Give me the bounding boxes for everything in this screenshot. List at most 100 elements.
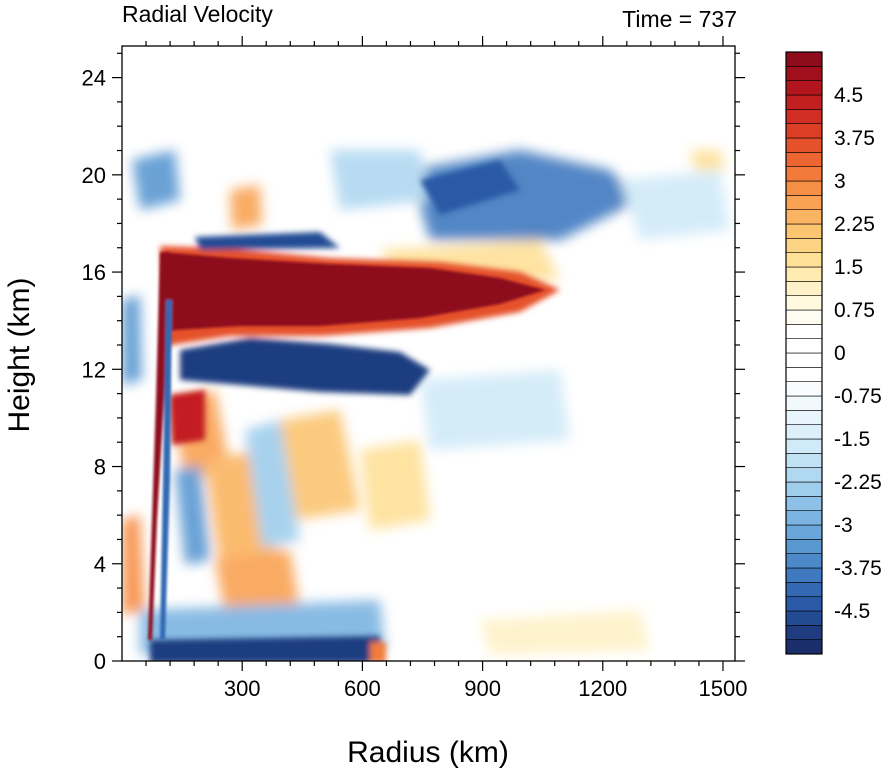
colorbar-swatch <box>785 324 823 339</box>
field-far-upper-lightblue <box>620 170 730 240</box>
colorbar-swatch <box>785 625 823 640</box>
colorbar-swatch <box>785 367 823 382</box>
colorbar-swatch <box>785 582 823 597</box>
colorbar-swatch <box>785 539 823 554</box>
colorbar-swatch <box>785 381 823 397</box>
colorbar-swatch <box>785 94 823 110</box>
colorbar-swatch <box>785 223 823 239</box>
colorbar-swatch <box>785 281 823 296</box>
field-mid-blue-2 <box>175 465 210 565</box>
colorbar-swatch <box>785 481 823 497</box>
field-mid-orange-4 <box>360 440 430 530</box>
colorbar-swatch <box>785 195 823 210</box>
colorbar-swatch <box>785 266 823 282</box>
colorbar-swatch <box>785 66 823 81</box>
x-tick-label: 1500 <box>699 676 748 701</box>
colorbar-swatch <box>785 553 823 569</box>
x-tick-label: 900 <box>464 676 501 701</box>
colorbar-swatch <box>785 496 823 511</box>
colorbar-swatch <box>785 209 823 225</box>
colorbar-swatch <box>785 123 823 139</box>
y-tick-label: 8 <box>94 455 106 480</box>
field-left-blue-edge <box>122 295 142 385</box>
colorbar-label: -3.75 <box>834 557 882 580</box>
y-tick-label: 24 <box>82 66 106 91</box>
colorbar-swatch <box>785 524 823 540</box>
colorbar-swatch <box>785 596 823 612</box>
field-mid-blue-1 <box>245 420 300 548</box>
colorbar-swatch <box>785 80 823 96</box>
colorbar-label: 2.25 <box>834 213 875 236</box>
field-return-inflow <box>180 338 430 395</box>
colorbar-label: 1.5 <box>834 256 863 279</box>
field-upper-darkblue-blob <box>420 160 520 215</box>
colorbar-label: 3 <box>834 170 846 193</box>
field-upper-darkblue-strip <box>195 232 340 250</box>
y-tick-label: 16 <box>82 260 106 285</box>
chart-title: Radial Velocity <box>122 1 273 27</box>
colorbar-swatch <box>785 424 823 440</box>
colorbar-swatch <box>785 309 823 325</box>
colorbar-label: -4.5 <box>834 600 870 623</box>
colorbar-swatch <box>785 639 823 655</box>
y-tick-label: 0 <box>94 649 106 674</box>
field-outflow-jet <box>162 252 545 336</box>
colorbar-label: -0.75 <box>834 385 882 408</box>
field-boundary-inflow <box>150 636 382 661</box>
x-tick-label: 1200 <box>578 676 627 701</box>
plot-frame <box>121 45 736 662</box>
colorbar-swatch <box>785 152 823 167</box>
colorbar-swatch <box>785 51 823 67</box>
colorbar-label: 0.75 <box>834 299 875 322</box>
colorbar-label: 4.5 <box>834 84 863 107</box>
field-mid-lightblue-3 <box>420 370 570 450</box>
field-left-orange-edge <box>122 515 145 615</box>
x-axis-label: Radius (km) <box>347 736 509 769</box>
colorbar-label: -1.5 <box>834 428 870 451</box>
field-far-upper-yellow <box>690 150 725 170</box>
colorbar: 4.5 3.75 3 2.25 1.5 0.75 0 -0.75 -1.5 -2.25 -3 -3.7… <box>785 51 882 655</box>
colorbar-swatch <box>785 610 823 626</box>
colorbar-swatch <box>785 410 823 425</box>
colorbar-frame <box>785 51 823 655</box>
colorbar-swatch <box>785 453 823 468</box>
colorbar-swatch <box>785 567 823 583</box>
y-axis-ticks: 0 4 8 12 16 20 24 <box>82 52 745 674</box>
field-shading <box>122 150 730 661</box>
colorbar-swatch <box>785 180 823 196</box>
colorbar-swatch <box>785 510 823 526</box>
field-low-orange <box>215 550 300 615</box>
x-tick-label: 300 <box>224 676 261 701</box>
colorbar-swatch <box>785 238 823 253</box>
field-eyewall-red <box>148 252 170 640</box>
colorbar-swatch <box>785 395 823 411</box>
colorbar-swatch <box>785 438 823 454</box>
field-upper-blue-left <box>132 150 180 210</box>
field-mid-orange-3 <box>280 410 360 520</box>
x-axis-ticks: 300 600 900 1200 1500 <box>145 36 748 701</box>
colorbar-swatch <box>785 109 823 124</box>
colorbar-swatch <box>785 166 823 182</box>
colorbar-swatch <box>785 137 823 153</box>
field-upper-orange <box>230 185 262 230</box>
field-boundary-orange <box>370 642 386 661</box>
field-low-yellow-right <box>480 610 650 655</box>
y-axis-label: Height (km) <box>3 277 36 432</box>
colorbar-label: 0 <box>834 342 846 365</box>
colorbar-swatch <box>785 252 823 268</box>
y-tick-label: 20 <box>82 163 106 188</box>
y-tick-label: 12 <box>82 357 106 382</box>
time-label: Time = 737 <box>622 6 737 32</box>
x-tick-label: 600 <box>344 676 381 701</box>
colorbar-label: 3.75 <box>834 127 875 150</box>
field-eyewall-blue <box>160 300 172 640</box>
colorbar-label: -3 <box>834 514 853 537</box>
colorbar-swatch <box>785 352 823 368</box>
field-eyewall-red-blob <box>170 390 205 445</box>
colorbar-label: -2.25 <box>834 471 882 494</box>
y-tick-label: 4 <box>94 552 106 577</box>
field-upper-lightblue <box>330 150 430 210</box>
colorbar-swatch <box>785 295 823 311</box>
colorbar-swatch <box>785 338 823 354</box>
